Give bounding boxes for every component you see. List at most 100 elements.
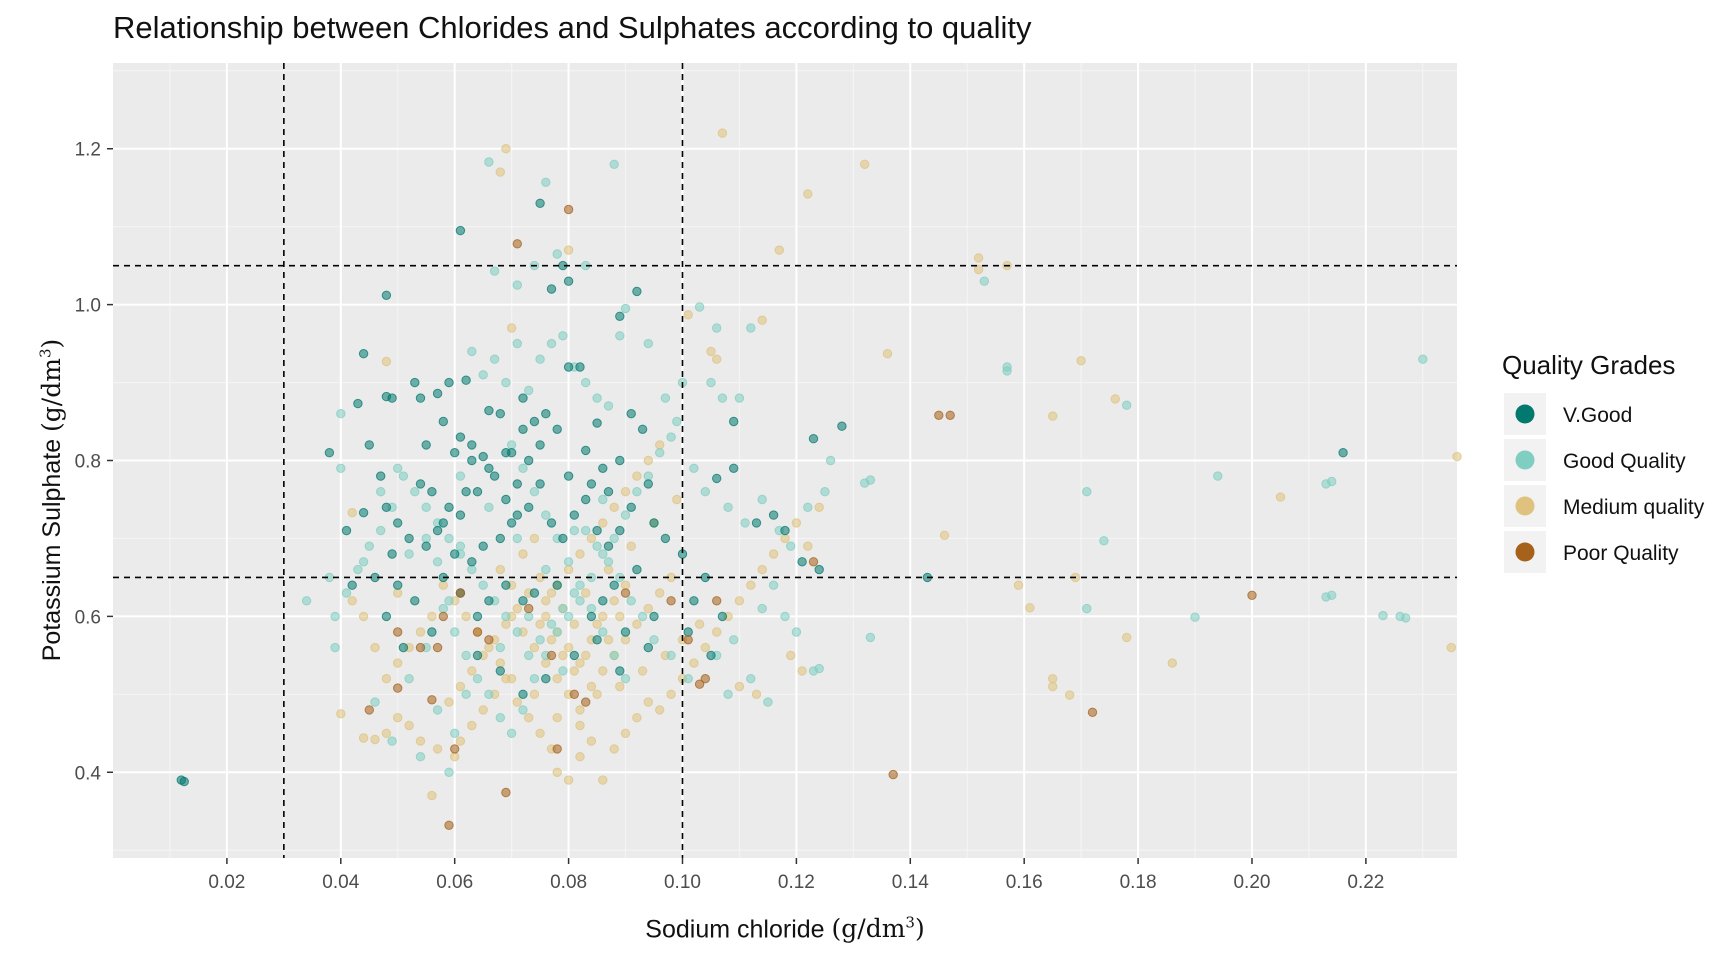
data-point <box>786 650 796 661</box>
data-point <box>712 354 722 364</box>
data-point <box>512 479 522 489</box>
legend-key-dot <box>1515 404 1535 424</box>
data-point <box>615 666 625 676</box>
data-point <box>381 611 392 622</box>
data-point <box>1002 366 1012 376</box>
data-point <box>603 487 614 497</box>
data-point <box>432 557 443 567</box>
data-point <box>563 642 574 653</box>
data-point <box>484 689 494 699</box>
data-point <box>888 769 898 780</box>
data-point <box>780 611 790 622</box>
data-point <box>592 619 602 629</box>
data-point <box>404 674 414 684</box>
data-point <box>609 159 619 170</box>
data-point <box>467 455 477 466</box>
data-point <box>438 611 448 622</box>
data-point <box>1025 603 1035 613</box>
data-point <box>780 525 790 536</box>
data-point <box>518 705 528 715</box>
data-point <box>535 635 545 645</box>
y-axis-unit: (g/dm3) <box>36 338 67 432</box>
data-point <box>495 658 505 668</box>
data-point <box>563 557 574 567</box>
data-point <box>620 487 631 497</box>
data-point <box>546 338 557 349</box>
data-point <box>1190 612 1200 622</box>
data-point <box>506 728 517 738</box>
data-point <box>472 650 483 661</box>
data-point <box>529 689 540 699</box>
data-point <box>330 642 340 653</box>
data-point <box>1076 356 1086 366</box>
x-axis-ticks: 0.02 0.04 0.06 0.08 0.10 0.12 0.14 0.16 0.18 0.20… <box>208 858 1384 893</box>
data-point <box>450 744 460 754</box>
data-point <box>603 541 614 551</box>
data-point <box>729 463 739 473</box>
y-axis-title: Potassium Sulphate (g/dm3) <box>37 339 67 662</box>
data-point <box>768 549 779 559</box>
data-point <box>598 611 608 622</box>
data-point <box>620 627 631 637</box>
y-tick-label: 1.0 <box>75 296 101 317</box>
data-point <box>358 349 369 359</box>
data-point <box>734 393 745 403</box>
data-point <box>586 681 597 692</box>
data-point <box>495 564 505 575</box>
data-point <box>376 525 386 536</box>
data-point <box>666 432 676 442</box>
data-point <box>803 541 813 551</box>
data-point <box>1082 487 1092 497</box>
data-point <box>415 752 426 762</box>
data-point <box>495 167 505 177</box>
y-tick-label: 0.4 <box>75 763 102 784</box>
data-point <box>501 377 511 388</box>
data-point <box>746 674 756 684</box>
data-point <box>541 564 551 575</box>
data-point <box>780 533 790 544</box>
y-axis-ticks: 0.4 0.6 0.8 1.0 1.2 <box>75 140 113 784</box>
data-point <box>615 331 625 341</box>
x-tick-label: 0.06 <box>436 872 473 893</box>
data-point <box>393 658 403 668</box>
data-point <box>655 588 665 598</box>
data-point <box>575 658 585 668</box>
data-point <box>808 666 819 676</box>
reference-lines <box>113 63 1457 858</box>
data-point <box>712 596 722 606</box>
data-point <box>649 518 659 528</box>
data-point <box>330 611 340 622</box>
data-point <box>700 674 710 684</box>
data-point <box>478 580 488 590</box>
data-point <box>415 393 426 403</box>
data-point <box>746 580 756 590</box>
data-point <box>791 518 802 528</box>
data-point <box>444 820 454 830</box>
data-point <box>694 619 705 629</box>
data-point <box>438 580 448 590</box>
data-point <box>552 627 562 637</box>
data-point <box>575 752 585 762</box>
data-point <box>512 603 522 614</box>
data-point <box>1446 642 1457 653</box>
data-point <box>694 302 705 312</box>
data-point <box>1048 681 1058 692</box>
data-point <box>592 635 602 645</box>
data-point <box>586 603 597 614</box>
data-point <box>478 705 488 715</box>
data-point <box>427 611 437 622</box>
data-point <box>632 286 642 297</box>
data-point <box>592 541 602 551</box>
legend-key-dot <box>1515 496 1535 516</box>
data-point <box>381 356 392 367</box>
x-tick-label: 0.20 <box>1233 872 1270 893</box>
chart-title: Relationship between Chlorides and Sulph… <box>113 10 1032 45</box>
data-point <box>512 338 522 349</box>
data-point <box>387 549 397 559</box>
data-point <box>860 159 870 170</box>
data-point <box>598 494 608 505</box>
y-axis-title-text: Potassium Sulphate <box>38 438 67 662</box>
legend-title: Quality Grades <box>1502 350 1675 380</box>
data-point <box>461 650 471 661</box>
